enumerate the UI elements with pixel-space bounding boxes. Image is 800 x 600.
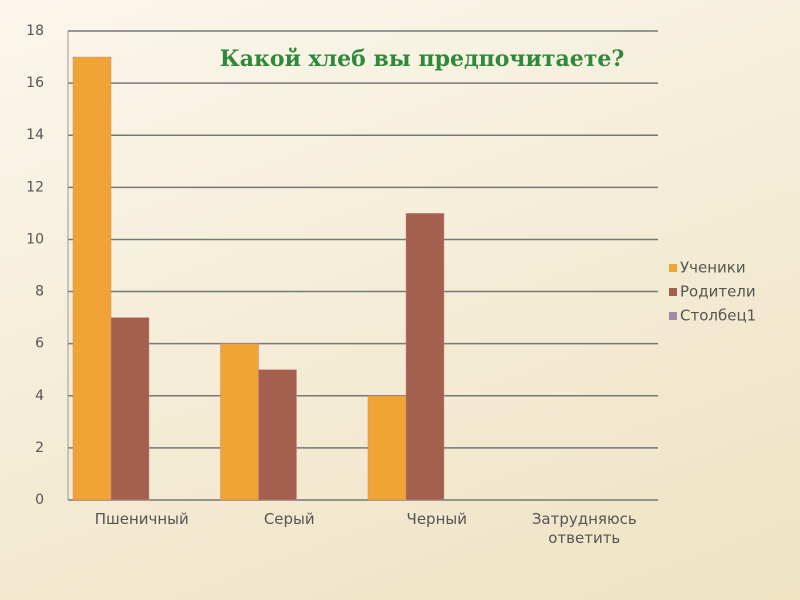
y-tick-label: 0	[35, 492, 44, 508]
legend-label: Ученики	[680, 259, 746, 277]
x-tick-label: Черный	[406, 510, 467, 528]
x-tick-label: Затрудняюсь ответить	[531, 510, 637, 547]
bar	[258, 369, 297, 501]
y-tick-label: 10	[26, 231, 44, 247]
bar	[367, 395, 407, 501]
y-tick-label: 6	[35, 336, 44, 352]
y-tick-label: 18	[26, 23, 44, 39]
legend-swatch	[669, 264, 677, 272]
bar	[72, 56, 112, 501]
y-tick-label: 8	[35, 284, 44, 300]
y-tick-label: 14	[26, 127, 44, 143]
y-tick-label: 12	[26, 179, 44, 195]
y-tick-label: 2	[35, 440, 44, 456]
legend-swatch	[669, 312, 677, 320]
y-tick-label: 4	[35, 388, 44, 404]
y-tick-label: 16	[26, 75, 44, 91]
bar	[405, 213, 445, 501]
x-tick-label: Серый	[263, 510, 315, 528]
x-tick-label: Пшеничный	[94, 510, 189, 528]
bar	[220, 343, 259, 501]
bar	[110, 317, 150, 501]
legend-label: Столбец1	[680, 307, 756, 325]
legend-label: Родители	[680, 283, 756, 301]
chart-title: Какой хлеб вы предпочитаете?	[220, 46, 625, 72]
legend-swatch	[669, 288, 677, 296]
